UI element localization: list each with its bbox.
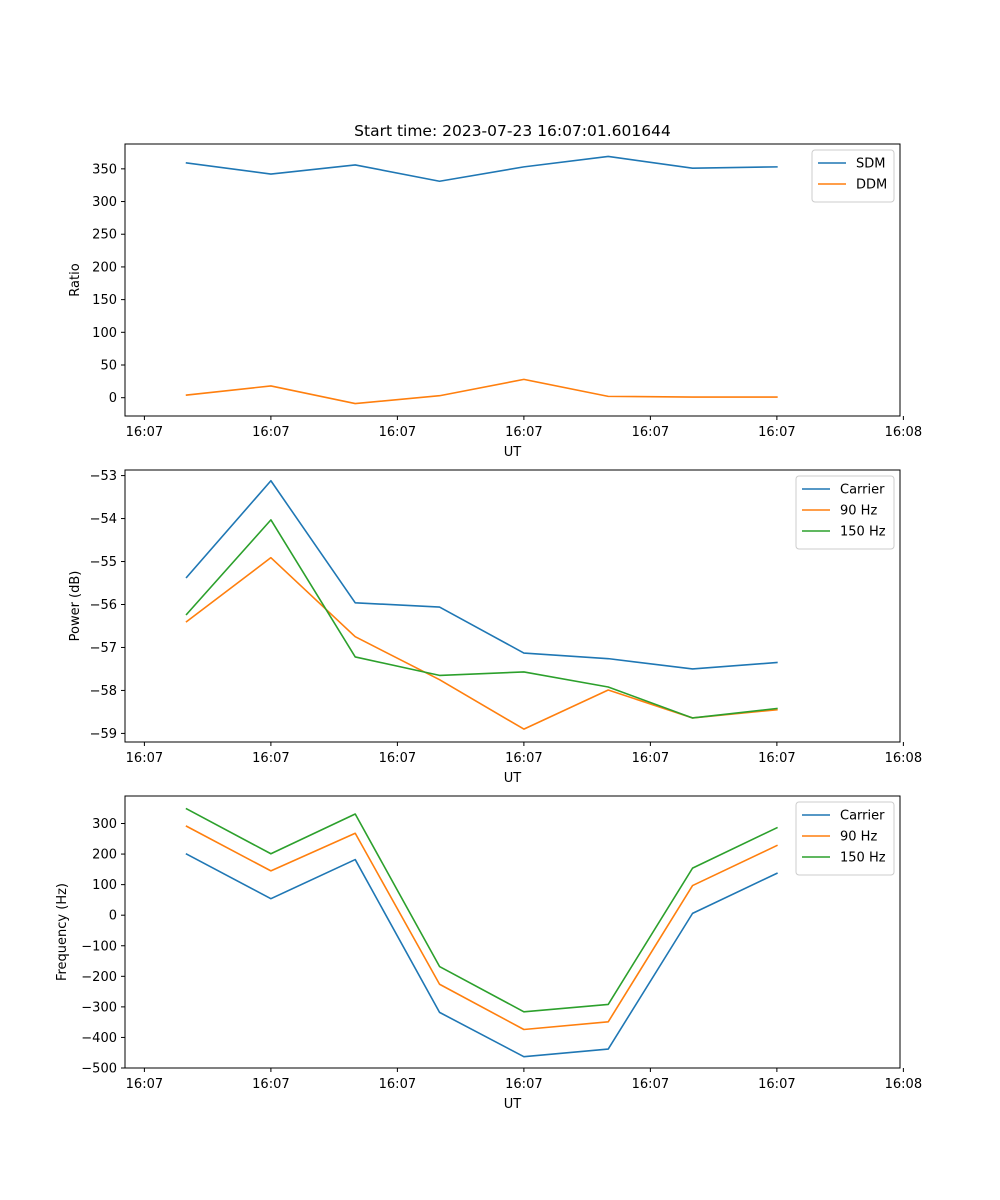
y-tick-label: −55 [90, 555, 117, 570]
x-tick-label: 16:07 [126, 751, 163, 766]
x-tick-label: 16:07 [632, 1077, 669, 1092]
y-tick-label: 150 [92, 293, 117, 308]
x-axis-label: UT [504, 771, 522, 786]
y-tick-label: 250 [92, 228, 117, 243]
series-line-90-hz [185, 825, 778, 1031]
x-tick-label: 16:08 [885, 751, 922, 766]
x-tick-label: 16:07 [632, 425, 669, 440]
y-tick-label: −300 [81, 1000, 117, 1015]
chart-panel-1: 16:07 16:07 16:07 16:07 16:07 16:07 16:08 0 50 10… [68, 122, 922, 460]
y-tick-label: 0 [109, 909, 117, 924]
axes-frame [124, 143, 901, 417]
legend-label: 90 Hz [840, 504, 877, 519]
y-tick-label: 100 [92, 878, 117, 893]
x-tick-label: 16:07 [758, 425, 795, 440]
series-line-ddm [185, 378, 778, 405]
x-axis-label: UT [504, 445, 522, 460]
y-tick-label: −56 [90, 598, 117, 613]
y-axis-label: Ratio [68, 263, 83, 296]
y-tick-label: 350 [92, 162, 117, 177]
legend: Carrier 90 Hz 150 Hz [795, 475, 895, 550]
axes-frame [124, 795, 901, 1069]
legend-label: Carrier [840, 809, 885, 824]
y-tick-label: 200 [92, 260, 117, 275]
y-tick-label: 200 [92, 848, 117, 863]
axes-frame [124, 469, 901, 743]
legend: Carrier 90 Hz 150 Hz [795, 801, 895, 876]
x-tick-label: 16:07 [505, 1077, 542, 1092]
x-tick-label: 16:07 [126, 1077, 163, 1092]
x-tick-label: 16:07 [252, 1077, 289, 1092]
series-line-150-hz [185, 807, 778, 1013]
x-tick-label: 16:07 [758, 751, 795, 766]
series-line-150-hz [185, 519, 778, 719]
x-tick-label: 16:07 [379, 425, 416, 440]
y-tick-label: −100 [81, 939, 117, 954]
x-tick-label: 16:07 [632, 751, 669, 766]
series-line-carrier [185, 852, 778, 1058]
y-tick-label: 300 [92, 817, 117, 832]
y-tick-label: −54 [90, 512, 117, 527]
legend-label: Carrier [840, 483, 885, 498]
series-line-carrier [185, 479, 778, 670]
y-tick-label: −53 [90, 469, 117, 484]
x-tick-label: 16:07 [505, 751, 542, 766]
y-tick-label: −59 [90, 727, 117, 742]
y-axis-label: Frequency (Hz) [55, 883, 70, 981]
y-axis-label: Power (dB) [68, 571, 83, 642]
y-tick-label: 100 [92, 326, 117, 341]
chart-panel-3: 16:07 16:07 16:07 16:07 16:07 16:07 16:08 −500 −… [55, 795, 922, 1112]
y-tick-label: −58 [90, 684, 117, 699]
x-tick-label: 16:07 [758, 1077, 795, 1092]
legend-label: DDM [856, 178, 887, 193]
x-axis-label: UT [504, 1097, 522, 1112]
y-tick-label: −200 [81, 970, 117, 985]
y-tick-label: −57 [90, 641, 117, 656]
y-tick-label: 300 [92, 195, 117, 210]
legend-label: 150 Hz [840, 525, 886, 540]
legend-label: 150 Hz [840, 851, 886, 866]
x-tick-label: 16:07 [126, 425, 163, 440]
x-tick-label: 16:07 [379, 751, 416, 766]
y-tick-label: −500 [81, 1062, 117, 1077]
x-tick-label: 16:07 [379, 1077, 416, 1092]
legend-label: SDM [856, 157, 885, 172]
x-tick-label: 16:08 [885, 425, 922, 440]
x-tick-label: 16:07 [252, 425, 289, 440]
series-line-sdm [185, 155, 778, 183]
x-tick-label: 16:07 [252, 751, 289, 766]
y-tick-label: 50 [100, 359, 117, 374]
legend-label: 90 Hz [840, 830, 877, 845]
y-tick-label: −400 [81, 1031, 117, 1046]
legend: SDM DDM [811, 149, 895, 203]
y-tick-label: 0 [109, 391, 117, 406]
x-tick-label: 16:08 [885, 1077, 922, 1092]
chart-title: Start time: 2023-07-23 16:07:01.601644 [354, 122, 671, 140]
chart-panel-2: 16:07 16:07 16:07 16:07 16:07 16:07 16:08 −59 −5… [68, 469, 922, 786]
x-tick-label: 16:07 [505, 425, 542, 440]
